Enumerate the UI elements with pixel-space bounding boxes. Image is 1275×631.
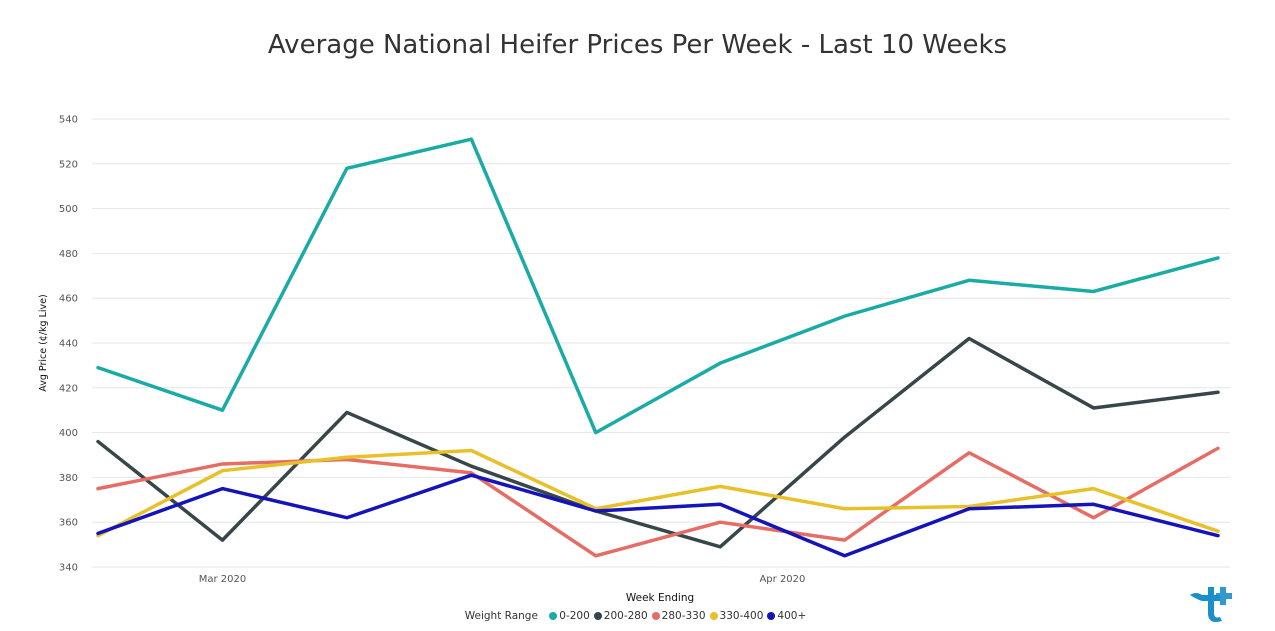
x-tick-label: Mar 2020 [199,574,247,585]
legend-item-0-200[interactable]: 0-200 [549,610,590,622]
y-tick-label: 540 [59,115,78,126]
series-line-0-200 [96,137,1220,435]
x-axis-label: Week Ending [626,592,694,604]
y-tick-label: 420 [59,383,78,394]
y-tick-label: 440 [59,339,78,350]
series-line-330-400 [96,448,1220,538]
series-line-280-330 [96,446,1220,558]
series-lines [96,137,1220,558]
legend-label: 330-400 [719,610,764,622]
legend-marker [709,612,718,620]
legend-title: Weight Range [464,610,538,622]
y-tick-label: 360 [59,518,78,529]
legend-label: 280-330 [661,610,706,622]
legend-marker [549,612,558,620]
series-line-200-280 [96,336,1220,549]
legend-item-400+[interactable]: 400+ [767,610,806,622]
legend: Weight Range 0-200 200-280 280-330 330-400 4… [0,610,1275,622]
legend-marker [593,612,602,620]
y-tick-label: 380 [59,473,78,484]
legend-marker [651,612,660,620]
legend-label: 400+ [777,610,807,622]
legend-label: 200-280 [603,610,648,622]
y-tick-label: 460 [59,294,78,305]
y-tick-label: 480 [59,249,78,260]
legend-marker [767,612,776,620]
y-tick-label: 520 [59,159,78,170]
legend-item-280-330[interactable]: 280-330 [651,610,706,622]
x-axis-ticks: Mar 2020 Apr 2020 [199,574,806,585]
x-tick-label: Apr 2020 [759,574,805,585]
series-line-400+ [96,473,1220,558]
y-tick-label: 400 [59,428,78,439]
legend-label: 0-200 [559,610,590,622]
legend-item-200-280[interactable]: 200-280 [593,610,648,622]
tplus-logo-icon [1186,583,1234,627]
y-axis-label: Avg Price (¢/kg Live) [38,294,49,391]
y-tick-label: 340 [59,563,78,574]
chart-title: Average National Heifer Prices Per Week … [267,30,1008,60]
y-axis-ticks: 340 360 380 400 420 440 460 480 500 520 540 [59,115,78,574]
legend-item-330-400[interactable]: 330-400 [709,610,764,622]
y-tick-label: 500 [59,204,78,215]
